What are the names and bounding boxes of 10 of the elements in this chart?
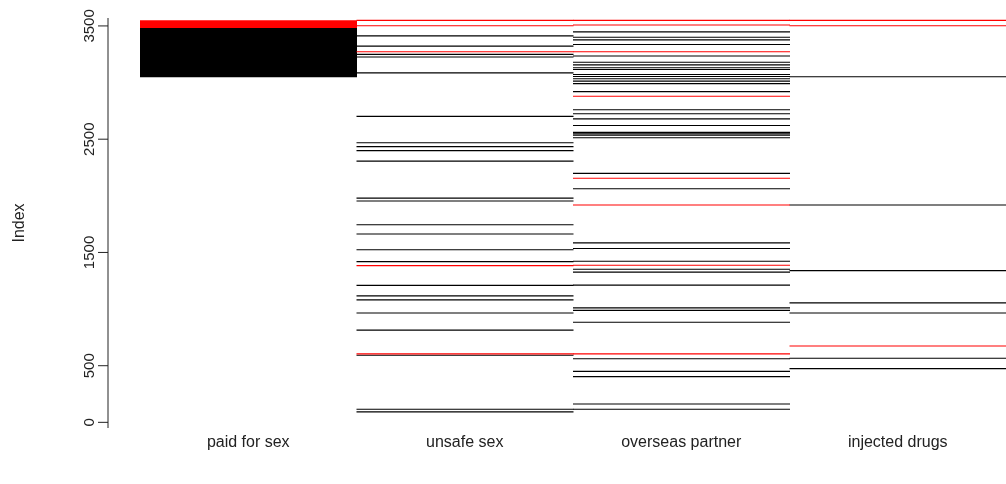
y-tick-label: 500 <box>80 353 97 379</box>
y-tick-label: 0 <box>80 418 97 427</box>
y-tick-label: 3500 <box>80 9 97 43</box>
x-tick-label: unsafe sex <box>426 433 504 451</box>
x-tick-label: overseas partner <box>621 433 742 451</box>
y-tick-label: 1500 <box>80 235 97 270</box>
y-axis-title: Index <box>9 203 27 243</box>
x-tick-label: injected drugs <box>847 433 948 451</box>
y-tick-label: 2500 <box>80 122 97 156</box>
x-tick-label: paid for sex <box>206 433 290 451</box>
